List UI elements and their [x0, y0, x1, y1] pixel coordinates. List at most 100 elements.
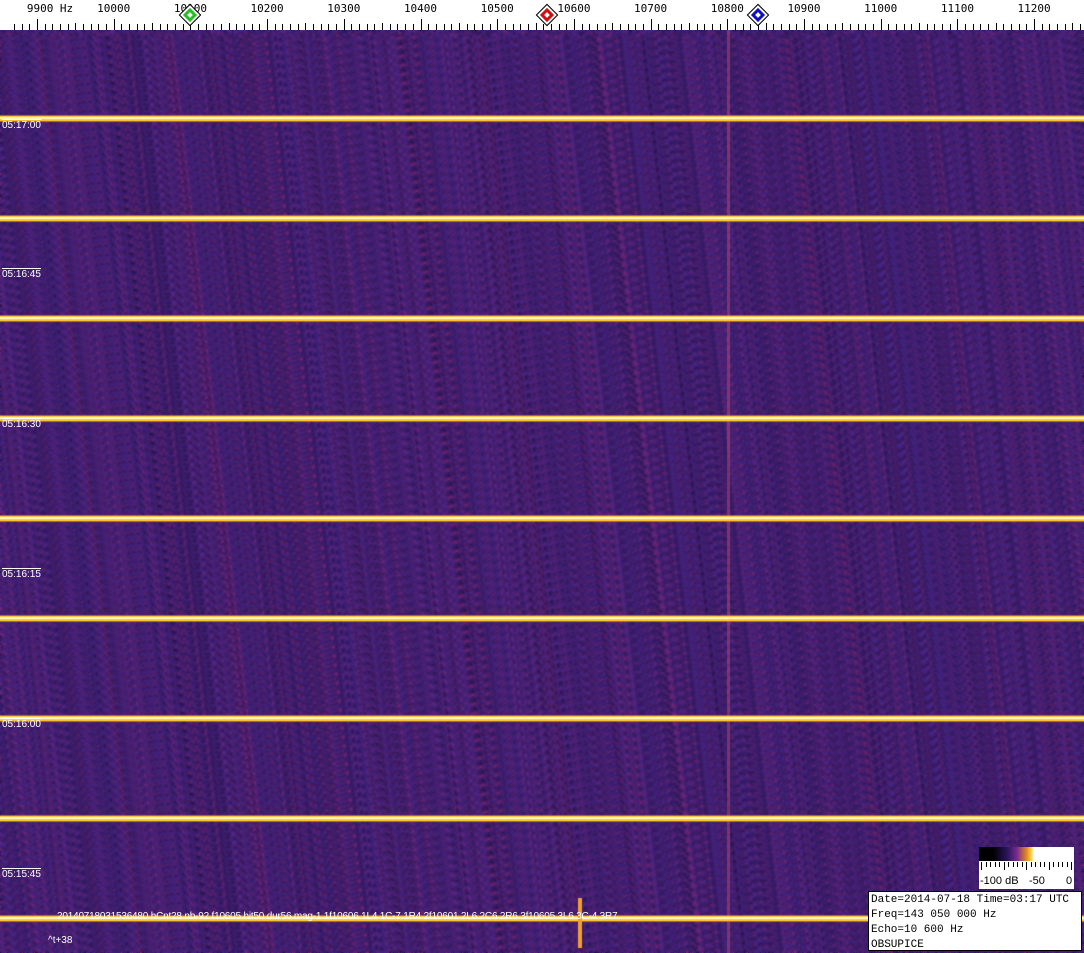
axis-tick — [52, 24, 53, 30]
axis-tick — [896, 24, 897, 30]
axis-tick — [566, 24, 567, 30]
axis-tick — [1042, 24, 1043, 30]
axis-tick — [252, 24, 253, 30]
scale-tick — [1017, 862, 1018, 867]
axis-tick — [206, 24, 207, 30]
axis-tick — [927, 24, 928, 30]
axis-tick — [436, 24, 437, 30]
axis-tick — [175, 24, 176, 30]
axis-tick — [497, 19, 498, 30]
axis-tick — [374, 24, 375, 30]
axis-unit-label: 9900 Hz — [26, 2, 74, 15]
axis-tick — [267, 19, 268, 30]
axis-tick — [444, 24, 445, 30]
time-label: 05:17:00 — [2, 119, 41, 131]
axis-tick — [91, 24, 92, 30]
axis-tick — [919, 23, 920, 30]
info-station: OBSUPICE — [871, 939, 924, 951]
axis-tick — [865, 24, 866, 30]
axis-tick — [313, 24, 314, 30]
axis-tick — [536, 23, 537, 30]
axis-label: 10500 — [480, 2, 514, 15]
axis-tick — [336, 24, 337, 30]
axis-tick — [612, 23, 613, 30]
axis-tick — [758, 24, 759, 30]
axis-tick — [559, 24, 560, 30]
axis-tick — [681, 24, 682, 30]
axis-tick — [743, 24, 744, 30]
axis-tick — [244, 24, 245, 30]
time-label: 05:16:30 — [2, 418, 41, 430]
axis-tick — [934, 24, 935, 30]
axis-tick — [328, 24, 329, 30]
axis-tick — [83, 24, 84, 30]
axis-tick — [505, 24, 506, 30]
axis-tick — [873, 24, 874, 30]
axis-tick — [321, 24, 322, 30]
axis-tick — [106, 24, 107, 30]
info-frequency: Freq=143 050 000 Hz — [871, 909, 997, 921]
axis-tick — [904, 24, 905, 30]
scale-mid-label: -50 — [1029, 875, 1045, 887]
axis-tick — [1072, 23, 1073, 30]
axis-tick — [359, 24, 360, 30]
scale-tick — [994, 862, 996, 867]
scale-tick — [1012, 862, 1014, 867]
axis-tick — [152, 23, 153, 30]
axis-tick — [428, 24, 429, 30]
scale-tick — [1057, 862, 1059, 867]
axis-tick — [14, 24, 15, 30]
axis-tick — [467, 24, 468, 30]
axis-tick — [390, 24, 391, 30]
scale-tick — [1071, 862, 1072, 870]
axis-tick — [727, 19, 728, 30]
axis-tick — [490, 24, 491, 30]
axis-tick — [773, 24, 774, 30]
axis-tick — [367, 24, 368, 30]
axis-tick — [796, 24, 797, 30]
axis-label: 10600 — [557, 2, 591, 15]
scale-tick — [1026, 862, 1027, 870]
axis-tick — [835, 24, 836, 30]
axis-tick — [351, 24, 352, 30]
waterfall-spectrogram[interactable] — [0, 30, 1084, 953]
axis-tick — [543, 24, 544, 30]
axis-tick — [942, 24, 943, 30]
axis-tick — [474, 24, 475, 30]
axis-tick — [766, 23, 767, 30]
axis-tick — [382, 23, 383, 30]
axis-label: 10300 — [327, 2, 361, 15]
axis-tick — [305, 23, 306, 30]
axis-tick — [651, 19, 652, 30]
scale-tick — [1030, 862, 1032, 867]
axis-tick — [1003, 24, 1004, 30]
axis-tick — [282, 24, 283, 30]
time-label: 05:16:00 — [2, 718, 41, 730]
axis-tick — [789, 24, 790, 30]
axis-tick — [482, 24, 483, 30]
scale-tick — [1035, 862, 1036, 867]
axis-tick — [781, 24, 782, 30]
scale-tick — [1008, 862, 1009, 867]
axis-tick — [190, 19, 191, 30]
red-frequency-marker[interactable] — [535, 3, 559, 27]
axis-tick — [213, 24, 214, 30]
scale-tick — [1003, 862, 1005, 870]
time-label: 05:16:45 — [2, 268, 41, 280]
axis-tick — [850, 24, 851, 30]
scale-min-label: -100 dB — [980, 875, 1019, 887]
scale-tick — [1066, 862, 1068, 867]
scale-tick — [1021, 862, 1023, 867]
axis-tick — [405, 24, 406, 30]
blue-frequency-marker[interactable] — [746, 3, 770, 27]
time-label: 05:16:15 — [2, 568, 41, 580]
axis-label: 10900 — [787, 2, 821, 15]
axis-tick — [980, 24, 981, 30]
axis-tick — [275, 24, 276, 30]
axis-tick — [75, 23, 76, 30]
color-scale-gradient — [979, 847, 1074, 861]
axis-tick — [720, 24, 721, 30]
axis-tick — [827, 24, 828, 30]
scale-tick — [1053, 862, 1054, 867]
